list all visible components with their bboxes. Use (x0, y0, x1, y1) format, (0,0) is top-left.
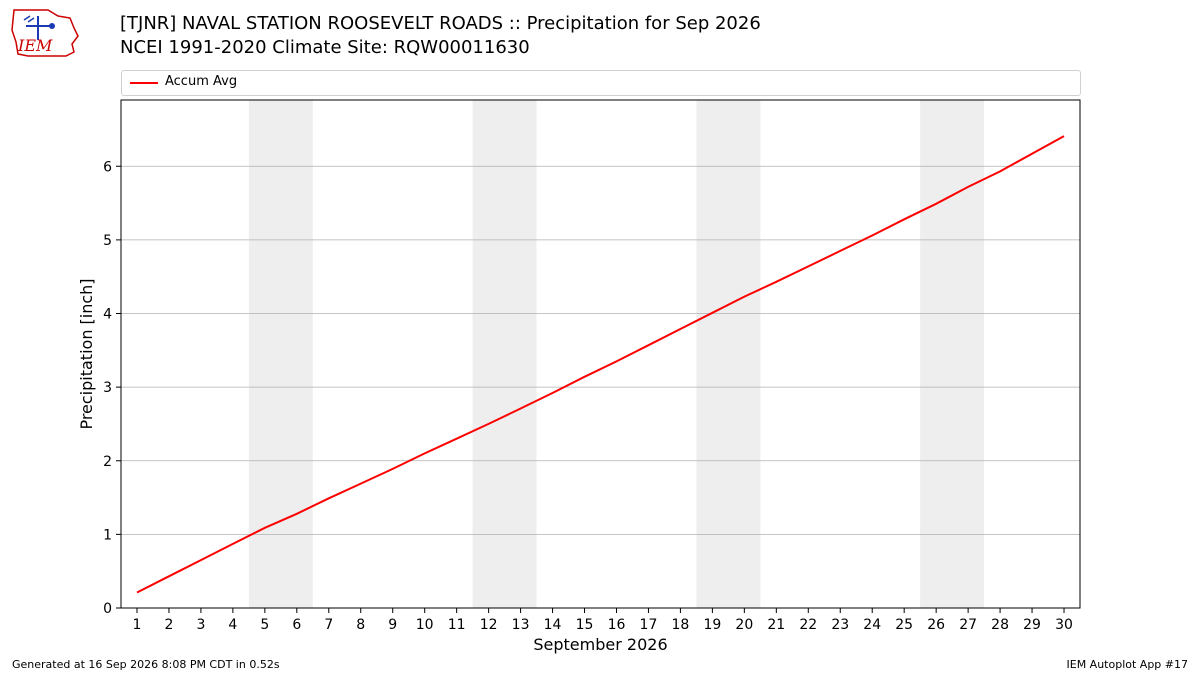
x-tick-label: 25 (895, 617, 913, 633)
x-tick-label: 5 (260, 617, 269, 633)
x-tick-label: 16 (608, 617, 626, 633)
y-tick-label: 5 (103, 233, 112, 249)
x-tick-label: 30 (1055, 617, 1073, 633)
x-tick-label: 21 (767, 617, 785, 633)
x-tick-label: 7 (324, 617, 333, 633)
app-id-label: IEM Autoplot App #17 (1066, 658, 1189, 671)
x-tick-label: 22 (799, 617, 817, 633)
x-tick-label: 2 (164, 617, 173, 633)
legend: Accum Avg (121, 70, 1081, 96)
x-tick-label: 17 (640, 617, 658, 633)
x-tick-label: 29 (1023, 617, 1041, 633)
y-tick-label: 0 (103, 601, 112, 617)
x-tick-label: 1 (133, 617, 142, 633)
weekend-band (248, 100, 313, 608)
plot-frame (120, 99, 1081, 609)
x-tick-label: 15 (576, 617, 594, 633)
x-tick-label: 23 (831, 617, 849, 633)
weekend-band (920, 100, 985, 608)
x-tick-label: 12 (480, 617, 498, 633)
x-tick-label: 19 (703, 617, 721, 633)
x-tick-label: 6 (292, 617, 301, 633)
y-axis-title: Precipitation [inch] (77, 278, 96, 429)
weekend-band (472, 100, 537, 608)
generated-timestamp: Generated at 16 Sep 2026 8:08 PM CDT in … (12, 658, 280, 671)
x-tick-label: 13 (512, 617, 530, 633)
series-line-accum-avg (136, 135, 1065, 594)
x-tick-label: 26 (927, 617, 945, 633)
y-tick-label: 3 (103, 380, 112, 396)
svg-text:IEM: IEM (17, 36, 53, 55)
x-tick-label: 3 (196, 617, 205, 633)
weekend-band (696, 100, 761, 608)
chart-title: [TJNR] NAVAL STATION ROOSEVELT ROADS :: … (120, 13, 761, 34)
x-axis-title: September 2026 (533, 635, 667, 654)
y-tick-label: 6 (103, 159, 112, 175)
x-tick-label: 9 (388, 617, 397, 633)
x-tick-label: 24 (863, 617, 881, 633)
legend-label-accum-avg: Accum Avg (165, 74, 238, 89)
x-tick-label: 27 (959, 617, 977, 633)
x-tick-label: 14 (544, 617, 562, 633)
x-tick-label: 20 (735, 617, 753, 633)
x-tick-label: 10 (416, 617, 434, 633)
iem-logo: IEM (11, 9, 79, 57)
x-tick-label: 4 (228, 617, 237, 633)
x-tick-label: 28 (991, 617, 1009, 633)
y-tick-label: 1 (103, 527, 112, 543)
y-tick-label: 4 (103, 307, 112, 323)
legend-swatch-accum-avg (130, 82, 158, 84)
y-tick-label: 2 (103, 454, 112, 470)
x-tick-label: 18 (672, 617, 690, 633)
x-tick-label: 11 (448, 617, 466, 633)
chart-subtitle: NCEI 1991-2020 Climate Site: RQW00011630 (120, 37, 530, 58)
x-tick-label: 8 (356, 617, 365, 633)
